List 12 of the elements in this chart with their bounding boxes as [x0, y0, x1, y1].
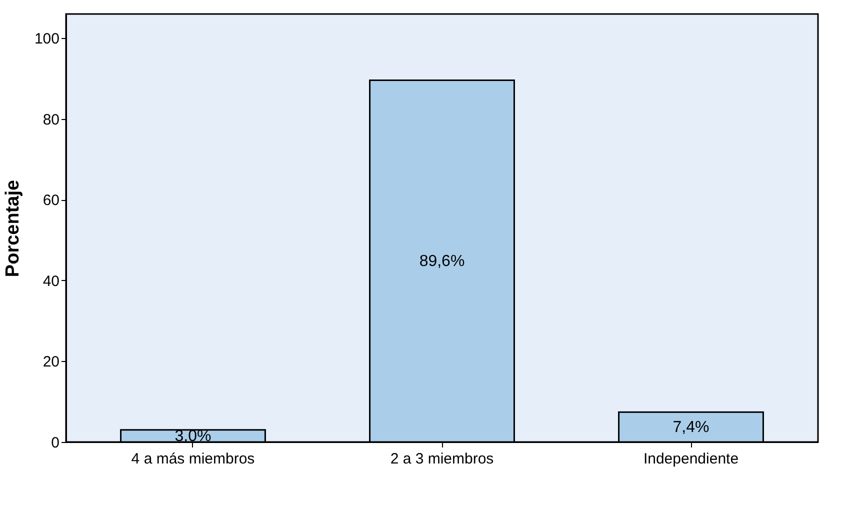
y-tick-label: 80 [42, 111, 60, 128]
y-tick-label: 0 [51, 434, 60, 452]
data-label: 89,6% [419, 253, 465, 270]
x-tick-label: 4 a más miembros [131, 450, 255, 468]
y-axis-title: Porcentaje [2, 180, 24, 278]
x-tick-label: 2 a 3 miembros [390, 450, 494, 468]
y-tick-label: 40 [42, 272, 60, 290]
y-tick-label: 20 [42, 354, 60, 371]
x-tick-label: Independiente [643, 450, 739, 468]
y-tick-label: 100 [34, 30, 60, 48]
data-label: 7,4% [672, 419, 710, 436]
y-tick-label: 60 [42, 192, 60, 210]
